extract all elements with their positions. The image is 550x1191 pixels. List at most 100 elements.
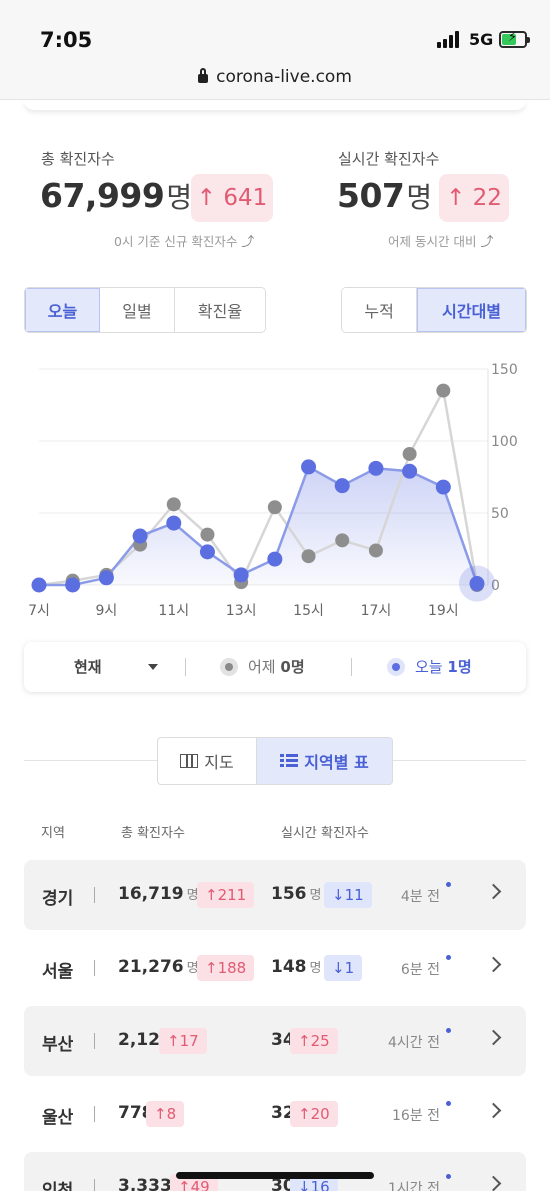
today-point	[368, 460, 384, 476]
yesterday-dot-icon	[220, 658, 238, 676]
realtime-delta-badge: ↓1	[324, 955, 363, 981]
battery-icon: ⚡	[499, 30, 530, 48]
map-icon	[180, 754, 199, 768]
total-delta-badge: ↑17	[159, 1028, 207, 1054]
realtime-delta-badge: ↑20	[290, 1101, 338, 1127]
updated-time: 6분 전	[400, 962, 440, 978]
tab-today[interactable]: 오늘	[25, 288, 100, 332]
tab-hourly[interactable]: 시간대별	[417, 288, 526, 332]
y-tick-label: 150	[491, 362, 518, 378]
total-cases-label: 총 확진자수	[41, 150, 115, 168]
yesterday-point	[200, 527, 215, 542]
address-bar[interactable]: corona-live.com	[0, 67, 550, 87]
status-time: 7:05	[40, 28, 93, 52]
chevron-right-icon[interactable]	[485, 1175, 502, 1191]
new-indicator-dot	[446, 1028, 451, 1033]
realtime-cases-note: 어제 동시간 대비 ⤴	[388, 231, 493, 250]
row-divider	[94, 1033, 95, 1049]
curved-arrow-icon: ⤴	[480, 235, 494, 250]
yesterday-point	[436, 383, 451, 398]
new-indicator-dot	[446, 882, 451, 887]
new-indicator-dot	[446, 955, 451, 960]
curved-arrow-icon: ⤴	[241, 235, 255, 250]
total-delta-badge: ↑8	[146, 1101, 185, 1127]
yesterday-point	[402, 446, 417, 461]
realtime-delta-badge: ↓11	[324, 882, 372, 908]
realtime-delta-badge: ↑25	[290, 1028, 338, 1054]
today-area	[39, 466, 477, 585]
today-point	[98, 570, 114, 586]
region-realtime: 148 명	[271, 957, 322, 977]
tab-rate[interactable]: 확진율	[175, 288, 265, 332]
map-view-button[interactable]: 지도	[158, 738, 257, 784]
today-point	[301, 459, 317, 475]
row-divider	[94, 887, 95, 903]
x-tick-label: 7시	[28, 603, 50, 619]
chevron-down-icon[interactable]	[148, 664, 158, 670]
hourly-chart: 0 50 100 150 7시 9시 11시 13시 15시 17시 19시	[28, 362, 518, 619]
yesterday-point	[335, 533, 350, 548]
updated-time: 1시간 전	[388, 1181, 440, 1191]
region-name: 인천	[42, 1181, 74, 1191]
yesterday-point	[166, 497, 181, 512]
chevron-right-icon[interactable]	[485, 1029, 502, 1046]
today-point	[469, 576, 485, 592]
x-tick-label: 11시	[158, 603, 189, 619]
legend-today: 오늘 1명	[415, 658, 472, 676]
view-toggle: 지도 지역별 표	[157, 737, 393, 785]
x-tick-label: 19시	[428, 603, 459, 619]
home-indicator	[176, 1172, 374, 1179]
network-label: 5G	[469, 30, 494, 49]
row-divider	[94, 1179, 95, 1191]
yesterday-point	[267, 500, 282, 515]
legend-yesterday: 어제 0명	[248, 658, 305, 676]
table-row[interactable]: 경기 16,719 명 ↑211 156 명 ↓11 4분 전	[24, 860, 526, 930]
yesterday-point	[301, 549, 316, 564]
region-name: 부산	[42, 1035, 74, 1055]
region-realtime: 156 명	[271, 884, 322, 904]
chevron-right-icon[interactable]	[485, 956, 502, 973]
lock-icon	[198, 68, 209, 83]
total-cases-note: 0시 기준 신규 확진자수 ⤴	[114, 231, 254, 250]
today-dot-icon	[387, 658, 405, 676]
region-total: 16,719 명	[118, 884, 199, 904]
url-text: corona-live.com	[216, 67, 352, 87]
period-tabs: 오늘 일별 확진율	[24, 287, 266, 333]
y-tick-label: 100	[491, 434, 518, 450]
time-selector[interactable]: 현재	[74, 658, 102, 676]
yesterday-point	[368, 543, 383, 558]
section-divider	[24, 760, 157, 761]
table-row[interactable]: 서울 21,276 명 ↑188 148 명 ↓1 6분 전	[24, 933, 526, 1003]
col-total: 총 확진자수	[121, 826, 185, 841]
today-point	[166, 515, 182, 531]
tab-daily[interactable]: 일별	[100, 288, 175, 332]
new-indicator-dot	[446, 1174, 451, 1179]
updated-time: 4시간 전	[388, 1035, 440, 1051]
today-point	[31, 577, 47, 593]
new-indicator-dot	[446, 1101, 451, 1106]
x-tick-label: 17시	[361, 603, 392, 619]
browser-chrome: 7:05 5G ⚡ corona-live.com	[0, 0, 550, 100]
today-point	[65, 577, 81, 593]
realtime-cases-delta: ↑ 22	[439, 174, 509, 222]
total-delta-badge: ↑188	[197, 955, 255, 981]
header-card-edge	[24, 100, 526, 110]
realtime-cases-label: 실시간 확진자수	[338, 150, 440, 168]
updated-time: 16분 전	[391, 1108, 440, 1124]
chart-legend: 현재 어제 0명 오늘 1명	[24, 642, 526, 692]
list-icon	[280, 754, 299, 768]
chevron-right-icon[interactable]	[485, 1102, 502, 1119]
today-point	[402, 463, 418, 479]
region-name: 서울	[42, 962, 74, 982]
today-point	[199, 544, 215, 560]
total-delta-badge: ↑211	[197, 882, 255, 908]
section-divider	[393, 760, 526, 761]
tab-cumulative[interactable]: 누적	[342, 288, 418, 332]
x-tick-label: 13시	[226, 603, 257, 619]
chevron-right-icon[interactable]	[485, 883, 502, 900]
table-view-button[interactable]: 지역별 표	[257, 738, 392, 784]
realtime-cases-value: 507명	[337, 176, 432, 215]
